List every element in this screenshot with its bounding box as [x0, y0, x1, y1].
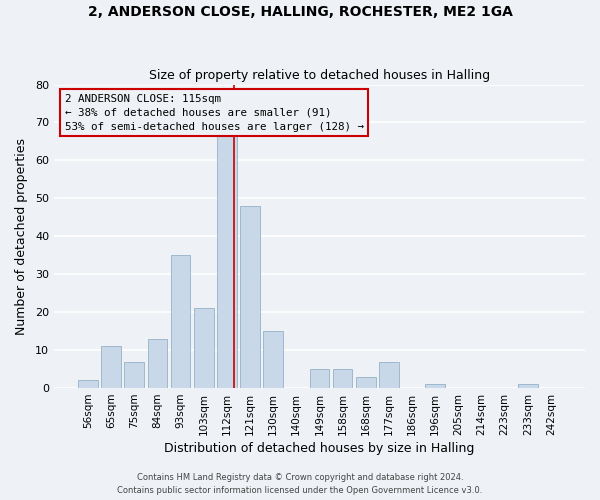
- Bar: [333, 369, 352, 388]
- Bar: [217, 134, 236, 388]
- Y-axis label: Number of detached properties: Number of detached properties: [15, 138, 28, 335]
- Bar: [379, 362, 399, 388]
- Bar: [101, 346, 121, 388]
- Bar: [148, 338, 167, 388]
- Text: 2 ANDERSON CLOSE: 115sqm
← 38% of detached houses are smaller (91)
53% of semi-d: 2 ANDERSON CLOSE: 115sqm ← 38% of detach…: [65, 94, 364, 132]
- Bar: [78, 380, 98, 388]
- Bar: [240, 206, 260, 388]
- Text: Contains HM Land Registry data © Crown copyright and database right 2024.
Contai: Contains HM Land Registry data © Crown c…: [118, 474, 482, 495]
- X-axis label: Distribution of detached houses by size in Halling: Distribution of detached houses by size …: [164, 442, 475, 455]
- Bar: [356, 376, 376, 388]
- Text: 2, ANDERSON CLOSE, HALLING, ROCHESTER, ME2 1GA: 2, ANDERSON CLOSE, HALLING, ROCHESTER, M…: [88, 5, 512, 19]
- Bar: [310, 369, 329, 388]
- Bar: [194, 308, 214, 388]
- Bar: [170, 256, 190, 388]
- Bar: [263, 331, 283, 388]
- Bar: [518, 384, 538, 388]
- Bar: [425, 384, 445, 388]
- Title: Size of property relative to detached houses in Halling: Size of property relative to detached ho…: [149, 69, 490, 82]
- Bar: [124, 362, 144, 388]
